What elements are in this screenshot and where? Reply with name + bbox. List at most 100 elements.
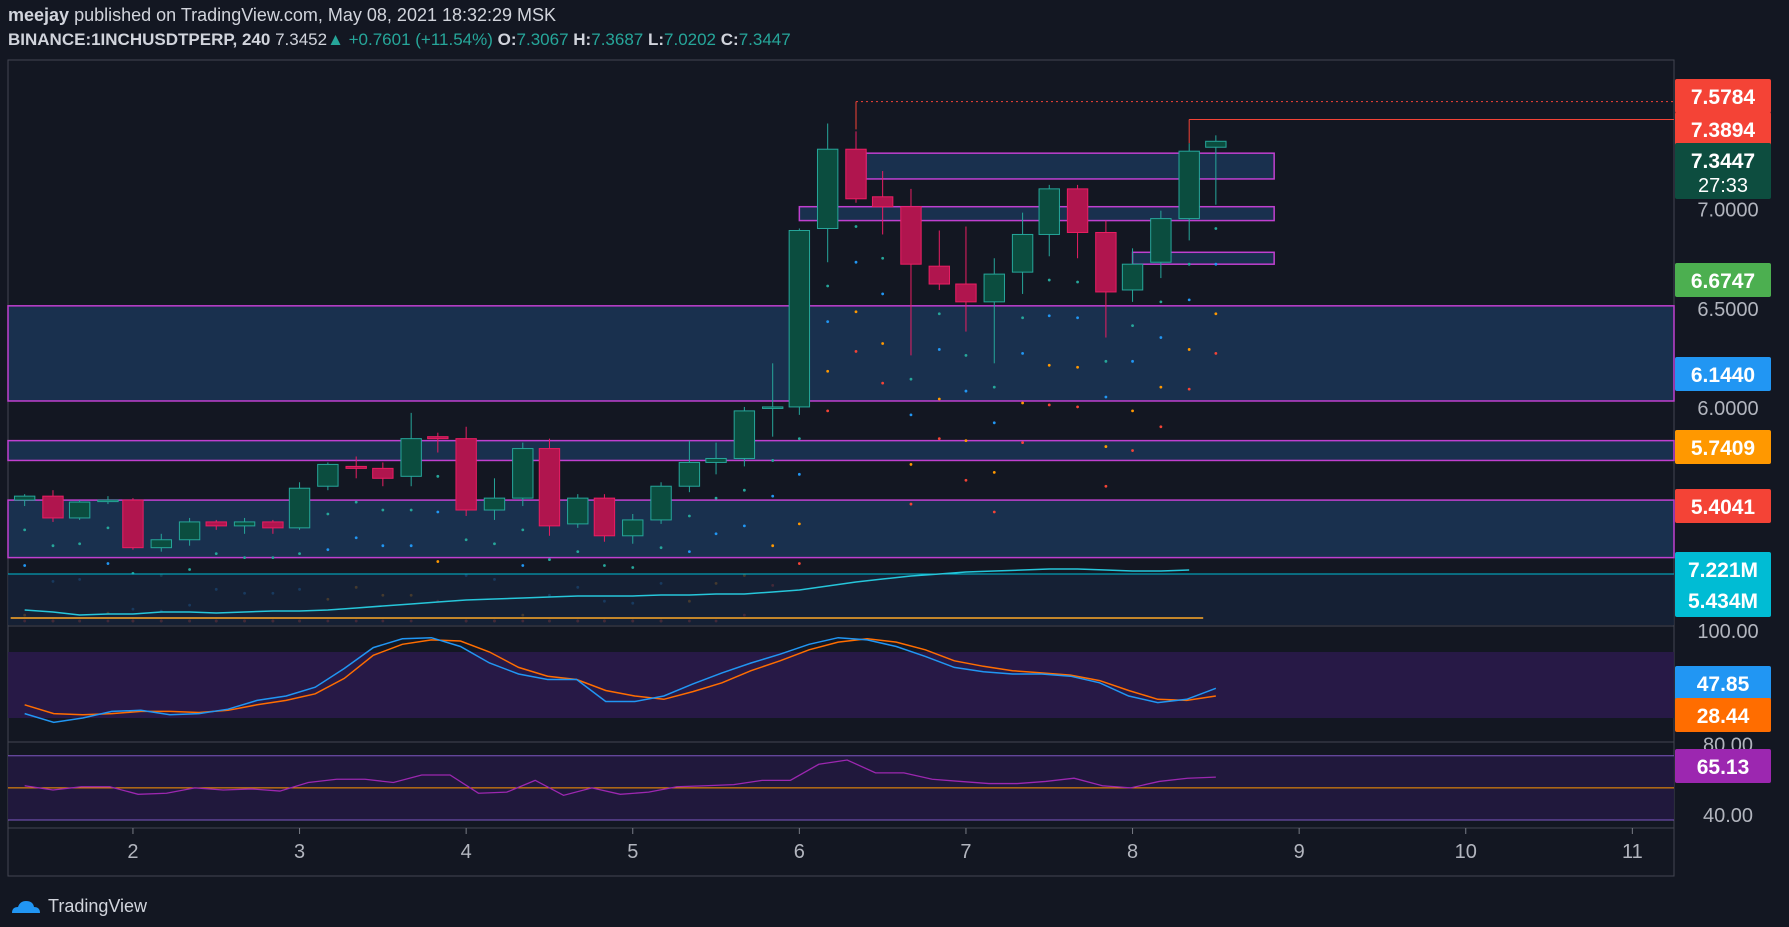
volume-label-box — [1675, 583, 1771, 617]
candle-body[interactable] — [567, 497, 589, 525]
candle-body[interactable] — [68, 501, 91, 519]
price-tick-label: 7.0000 — [1697, 200, 1758, 222]
candle-body[interactable] — [455, 438, 477, 511]
time-tick-label: 7 — [960, 841, 971, 863]
candle-body[interactable] — [400, 438, 422, 477]
high-value: 7.3687 — [591, 30, 644, 49]
tradingview-logo[interactable]: TradingView — [8, 896, 147, 917]
stoch-panel — [8, 625, 1674, 724]
indicator-dot — [826, 409, 830, 413]
candle-body[interactable] — [372, 467, 394, 479]
candle-body[interactable] — [788, 229, 811, 408]
tradingview-cloud-icon — [12, 900, 40, 913]
indicator-dot — [521, 528, 525, 532]
candle-body[interactable] — [262, 521, 284, 529]
interval[interactable]: 240 — [241, 30, 271, 49]
candle-body[interactable] — [42, 495, 64, 519]
candle-body[interactable] — [512, 448, 534, 499]
time-tick-label: 5 — [627, 841, 638, 863]
price-label-countdown: 27:33 — [1698, 175, 1748, 197]
indicator-dot — [881, 256, 885, 260]
indicator-dot — [1104, 395, 1108, 399]
indicator-dot — [687, 550, 691, 554]
candle-body[interactable] — [622, 519, 644, 537]
candle-body[interactable] — [288, 487, 311, 529]
indicator-dot — [576, 550, 580, 554]
indicator-dot — [881, 381, 885, 385]
candle-body[interactable] — [1038, 188, 1060, 235]
candle-body[interactable] — [1178, 150, 1200, 220]
indicator-dot — [714, 496, 718, 500]
indicator-dot — [1214, 227, 1218, 230]
indicator-dot — [354, 536, 358, 540]
indicator-dot — [1187, 387, 1191, 391]
indicator-dot — [23, 564, 27, 567]
candle-body[interactable] — [205, 521, 227, 527]
candle-body[interactable] — [178, 521, 201, 541]
volume-label: 7.221M — [1688, 559, 1758, 582]
zone-box — [865, 152, 1275, 180]
time-tick-label: 9 — [1294, 841, 1305, 863]
indicator-dot — [1047, 314, 1051, 318]
candle-body[interactable] — [538, 448, 561, 527]
indicator-dot — [1214, 312, 1218, 316]
indicator-dot — [797, 472, 801, 476]
indicator-dot — [326, 548, 330, 552]
stoch-tick-label: 100.00 — [1697, 621, 1758, 643]
indicator-dot — [909, 377, 913, 381]
zone-box — [798, 205, 1275, 222]
indicator-dot — [271, 556, 275, 559]
time-tick-label: 2 — [127, 841, 138, 863]
candle-body[interactable] — [650, 485, 672, 521]
indicator-dot — [106, 526, 110, 530]
stoch-k-label: 47.85 — [1697, 673, 1750, 696]
indicator-dot — [909, 463, 913, 466]
candle-body[interactable] — [427, 436, 449, 440]
candle-body[interactable] — [1066, 188, 1089, 233]
volume-panel — [8, 568, 1674, 625]
indicator-dot — [992, 385, 996, 389]
candle-body[interactable] — [733, 410, 756, 459]
candle-body[interactable] — [845, 148, 867, 200]
price-label-box — [1675, 263, 1771, 297]
candle-body[interactable] — [928, 265, 950, 285]
candle-body[interactable] — [150, 539, 172, 549]
candle-body[interactable] — [983, 273, 1005, 303]
candle-body[interactable] — [1150, 218, 1172, 263]
publisher[interactable]: meejay — [8, 5, 70, 25]
candle-body[interactable] — [233, 521, 256, 527]
candle-body[interactable] — [593, 497, 616, 537]
candle-body[interactable] — [955, 283, 977, 303]
candle-body[interactable] — [317, 463, 339, 487]
candle-body[interactable] — [900, 206, 922, 265]
candle-body[interactable] — [345, 465, 367, 469]
candle-body[interactable] — [761, 406, 784, 409]
indicator-dot — [937, 348, 941, 351]
indicator-dot — [937, 312, 941, 316]
indicator-dot — [326, 512, 330, 516]
indicator-dot — [854, 310, 858, 314]
indicator-dot — [881, 342, 885, 345]
candle-body[interactable] — [1011, 233, 1034, 273]
candle-body[interactable] — [816, 148, 839, 230]
indicator-dot — [1214, 262, 1218, 266]
candles-layer[interactable] — [13, 123, 1227, 552]
indicator-dot — [1214, 352, 1218, 355]
indicator-dot — [1021, 352, 1024, 355]
candle-body[interactable] — [1121, 263, 1144, 291]
candle-body[interactable] — [483, 497, 506, 511]
symbol-name[interactable]: BINANCE:1INCHUSDTPERP — [8, 30, 233, 49]
candle-body[interactable] — [1205, 140, 1227, 148]
candle-body[interactable] — [122, 499, 144, 549]
candle-body[interactable] — [871, 196, 894, 208]
indicator-dot — [1104, 359, 1108, 363]
candle-body[interactable] — [97, 499, 119, 503]
candle-body[interactable] — [13, 495, 36, 501]
candle-body[interactable] — [1095, 231, 1117, 293]
indicator-dot — [548, 558, 551, 561]
candle-body[interactable] — [678, 461, 701, 487]
indicator-dot — [659, 546, 663, 550]
candle-body[interactable] — [705, 457, 727, 463]
indicator-dot — [493, 542, 496, 546]
